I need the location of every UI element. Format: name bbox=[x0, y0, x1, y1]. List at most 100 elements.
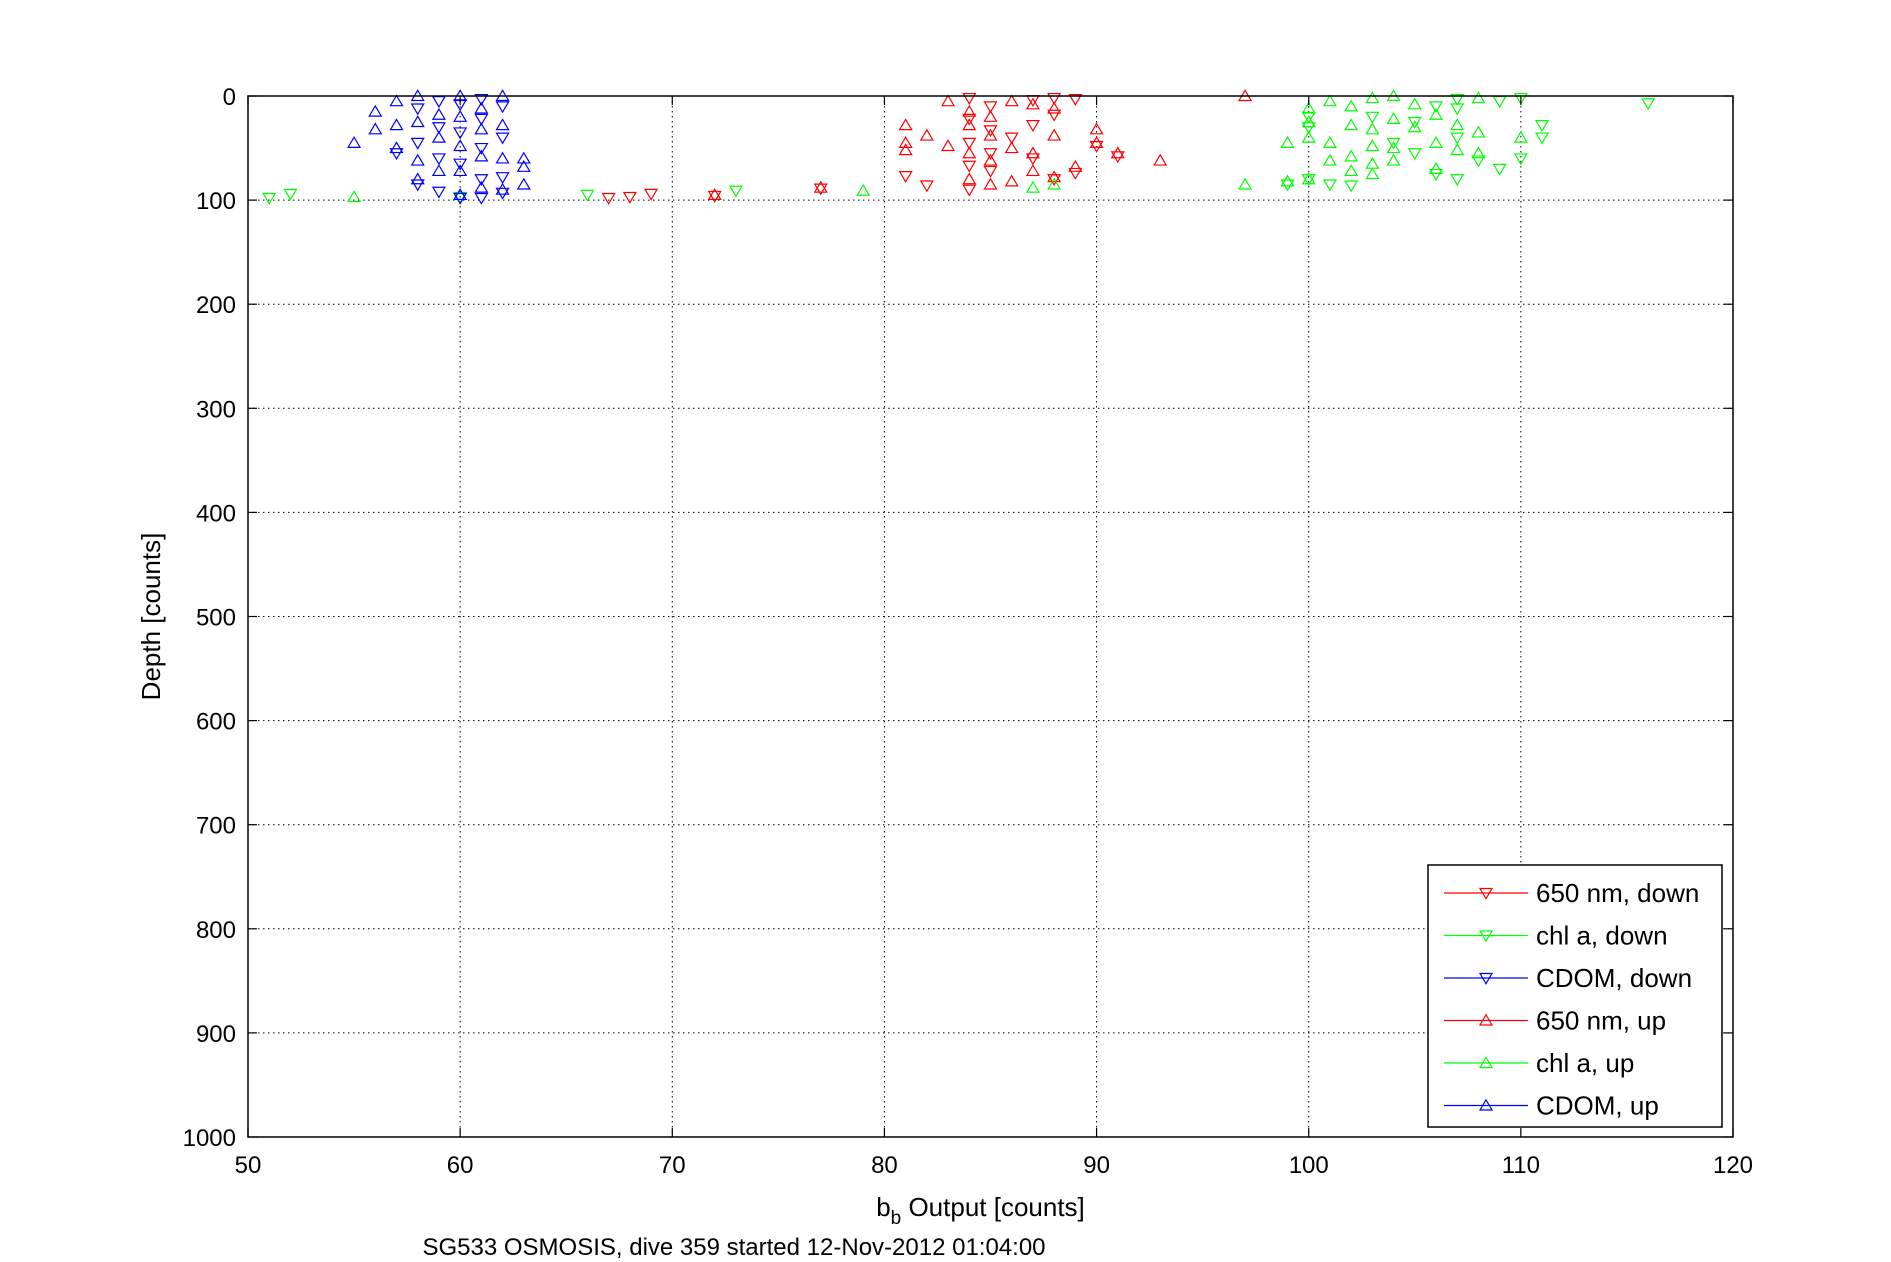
data-point bbox=[622, 191, 637, 204]
data-point bbox=[1089, 135, 1104, 148]
data-point bbox=[962, 92, 977, 105]
data-point bbox=[1471, 155, 1486, 168]
data-point bbox=[453, 139, 468, 152]
data-point bbox=[983, 153, 998, 166]
legend-marker bbox=[1478, 1098, 1494, 1111]
data-point bbox=[389, 94, 404, 107]
data-point bbox=[983, 177, 998, 190]
data-point bbox=[516, 151, 531, 164]
data-point bbox=[474, 180, 489, 193]
data-point bbox=[1047, 177, 1062, 190]
data-point bbox=[1344, 180, 1359, 193]
data-point bbox=[1025, 153, 1040, 166]
y-tick-label: 1000 bbox=[183, 1125, 236, 1152]
data-point bbox=[431, 186, 446, 199]
data-point bbox=[813, 183, 828, 196]
data-point bbox=[1301, 101, 1316, 114]
data-point bbox=[1386, 137, 1401, 150]
data-point bbox=[1047, 174, 1062, 187]
y-tick-label: 500 bbox=[196, 605, 236, 632]
data-point bbox=[1471, 146, 1486, 159]
data-point bbox=[1322, 135, 1337, 148]
data-point bbox=[983, 109, 998, 122]
x-tick-label: 80 bbox=[871, 1152, 898, 1179]
data-point bbox=[1004, 94, 1019, 107]
data-point bbox=[495, 172, 510, 185]
data-point bbox=[1450, 132, 1465, 145]
data-point bbox=[1153, 153, 1168, 166]
data-point bbox=[1365, 91, 1380, 104]
data-point bbox=[410, 103, 425, 116]
data-point bbox=[1513, 153, 1528, 166]
data-point bbox=[1301, 130, 1316, 143]
legend-marker bbox=[1478, 1056, 1494, 1069]
data-point bbox=[1471, 125, 1486, 138]
data-point bbox=[1450, 143, 1465, 156]
data-point bbox=[1301, 172, 1316, 185]
data-point bbox=[1365, 111, 1380, 124]
data-point bbox=[1513, 92, 1528, 105]
data-point bbox=[1450, 174, 1465, 187]
x-axis-label-main: b bbox=[876, 1192, 890, 1222]
data-point bbox=[283, 188, 298, 201]
data-point bbox=[580, 189, 595, 202]
data-point bbox=[1068, 94, 1083, 107]
data-point bbox=[1471, 91, 1486, 104]
data-point bbox=[1365, 139, 1380, 152]
data-point bbox=[1386, 112, 1401, 125]
data-point bbox=[347, 190, 362, 203]
data-point bbox=[919, 128, 934, 141]
data-point bbox=[1535, 120, 1550, 133]
x-tick-label: 110 bbox=[1502, 1152, 1540, 1179]
data-point bbox=[1301, 115, 1316, 128]
y-tick-label: 600 bbox=[196, 709, 236, 736]
data-point bbox=[474, 174, 489, 187]
data-point bbox=[453, 164, 468, 177]
data-point bbox=[474, 142, 489, 155]
x-axis-label: bb Output [counts] bbox=[876, 1192, 1085, 1229]
data-point bbox=[410, 115, 425, 128]
data-point bbox=[1238, 177, 1253, 190]
legend-marker bbox=[1478, 887, 1494, 900]
data-point bbox=[707, 190, 722, 203]
data-point bbox=[1344, 118, 1359, 131]
data-point bbox=[453, 158, 468, 171]
y-tick-label: 800 bbox=[196, 917, 236, 944]
data-point bbox=[262, 192, 277, 205]
data-point bbox=[1280, 135, 1295, 148]
data-point bbox=[1025, 146, 1040, 159]
data-point bbox=[474, 122, 489, 135]
y-tick-label: 400 bbox=[196, 500, 236, 527]
legend-label: chl a, up bbox=[1536, 1048, 1634, 1078]
legend-marker bbox=[1478, 1013, 1494, 1026]
data-point bbox=[368, 104, 383, 117]
data-point bbox=[707, 188, 722, 200]
data-point bbox=[474, 149, 489, 162]
data-point bbox=[962, 137, 977, 150]
data-point bbox=[1110, 146, 1125, 159]
figure-caption: SG533 OSMOSIS, dive 359 started 12-Nov-2… bbox=[422, 1234, 1045, 1261]
data-point bbox=[962, 104, 977, 117]
series-4 bbox=[347, 89, 1528, 203]
y-tick-label: 200 bbox=[196, 292, 236, 319]
data-point bbox=[898, 143, 913, 156]
data-point bbox=[962, 160, 977, 173]
data-point bbox=[495, 101, 510, 114]
data-point bbox=[431, 164, 446, 177]
data-point bbox=[1344, 149, 1359, 162]
data-point bbox=[453, 127, 468, 140]
data-point bbox=[453, 192, 468, 205]
data-point bbox=[983, 125, 998, 138]
legend-marker bbox=[1478, 972, 1494, 985]
legend: 650 nm, down chl a, down CDOM, down 650 nm,… bbox=[1427, 864, 1723, 1128]
data-point bbox=[1407, 148, 1422, 161]
data-point bbox=[1025, 180, 1040, 193]
data-point bbox=[1344, 99, 1359, 112]
data-point bbox=[983, 148, 998, 161]
series-5 bbox=[347, 89, 531, 200]
data-point bbox=[1004, 132, 1019, 145]
x-tick-label: 70 bbox=[659, 1152, 686, 1179]
data-point bbox=[1428, 107, 1444, 120]
data-point bbox=[495, 118, 510, 131]
data-point bbox=[389, 141, 404, 154]
